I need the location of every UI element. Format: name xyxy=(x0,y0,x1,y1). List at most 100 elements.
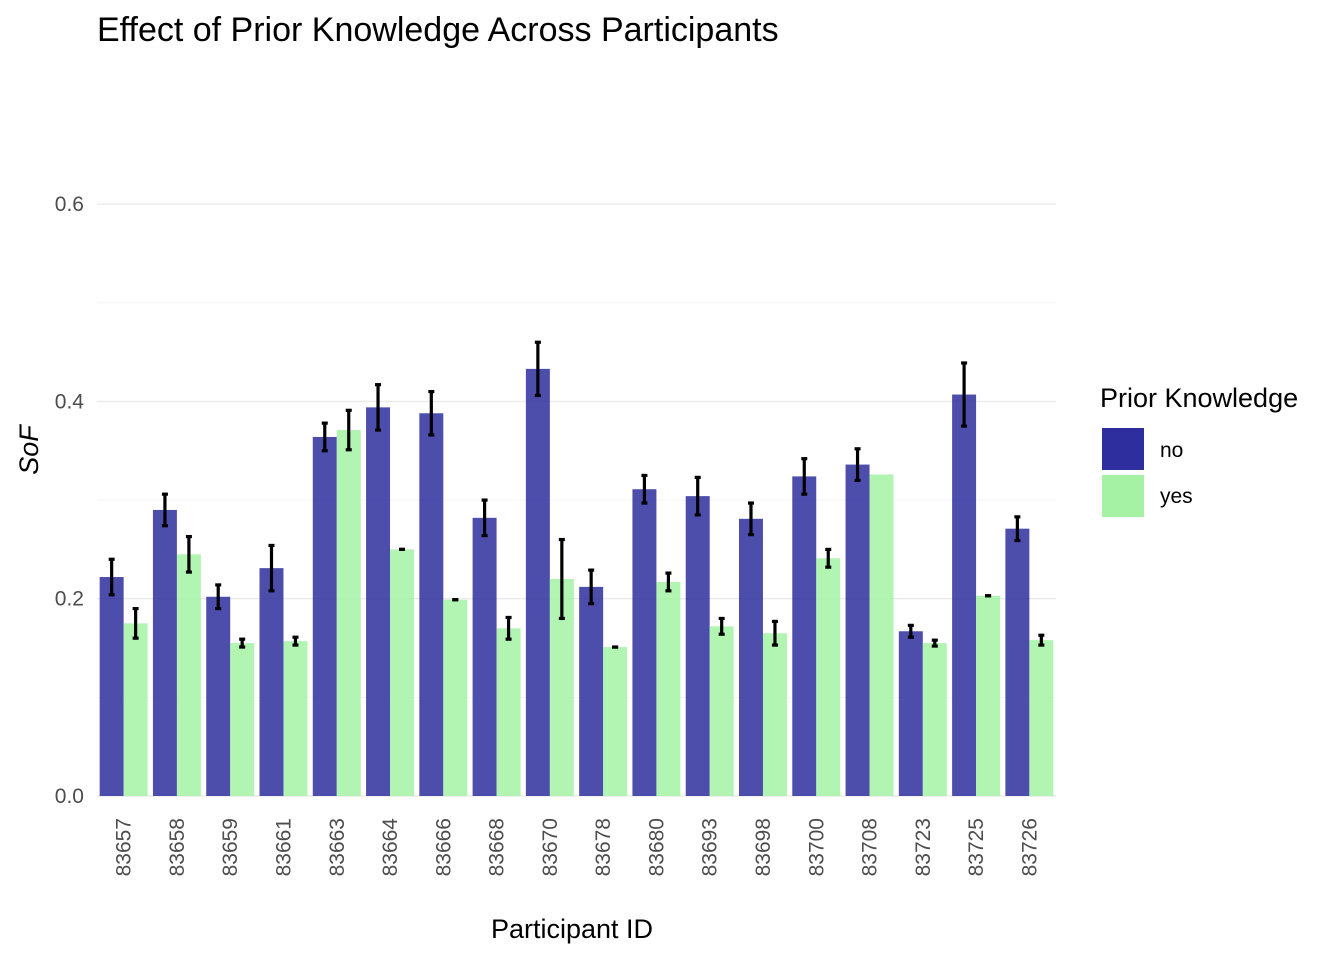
y-tick-label: 0.0 xyxy=(55,785,84,808)
error-bars xyxy=(108,340,1045,649)
x-tick-label: 83726 xyxy=(1018,818,1041,876)
errorbar-no-83726 xyxy=(1014,515,1021,543)
bar-no-83680 xyxy=(632,489,657,796)
bar-yes-83658 xyxy=(176,554,201,796)
x-tick-label: 83698 xyxy=(752,818,775,876)
bar-no-83708 xyxy=(845,464,870,796)
bar-no-83661 xyxy=(259,568,284,796)
errorbar-yes-83659 xyxy=(239,637,246,649)
x-tick-label: 83708 xyxy=(859,818,882,876)
errorbar-no-83678 xyxy=(588,568,595,606)
legend-title: Prior Knowledge xyxy=(1100,383,1298,413)
errorbar-no-83700 xyxy=(801,457,808,496)
errorbar-no-83693 xyxy=(694,475,701,517)
errorbar-no-83658 xyxy=(161,492,168,528)
bar-no-83664 xyxy=(366,407,391,796)
bar-yes-83661 xyxy=(283,641,308,796)
bar-yes-83657 xyxy=(123,623,148,796)
bar-no-83698 xyxy=(738,518,763,796)
x-tick-label: 83680 xyxy=(645,818,668,876)
errorbar-yes-83668 xyxy=(505,615,512,641)
errorbar-yes-83700 xyxy=(825,547,832,569)
bar-no-83659 xyxy=(206,596,231,796)
errorbar-no-83680 xyxy=(641,473,648,505)
bar-no-83670 xyxy=(525,368,550,796)
x-tick-label: 83700 xyxy=(805,818,828,876)
bar-no-83668 xyxy=(472,517,497,796)
y-axis-title: SoF xyxy=(14,424,44,475)
x-tick-label: 83725 xyxy=(965,818,988,876)
errorbar-yes-83698 xyxy=(771,619,778,647)
errorbar-no-83668 xyxy=(481,498,488,538)
bar-yes-83670 xyxy=(549,578,574,796)
errorbar-no-83725 xyxy=(961,361,968,428)
errorbar-yes-83670 xyxy=(558,537,565,621)
legend-label-yes: yes xyxy=(1160,485,1193,508)
errorbar-yes-83657 xyxy=(132,606,139,640)
y-tick-label: 0.6 xyxy=(55,193,84,216)
bar-no-83663 xyxy=(312,436,337,796)
bar-yes-83678 xyxy=(603,647,628,796)
bar-no-83658 xyxy=(152,509,177,796)
bar-yes-83693 xyxy=(709,626,734,796)
bar-yes-83726 xyxy=(1029,640,1054,796)
bar-yes-83666 xyxy=(443,599,468,796)
bar-no-83666 xyxy=(419,413,444,796)
errorbar-yes-83658 xyxy=(185,534,192,574)
x-tick-label: 83666 xyxy=(432,818,455,876)
errorbar-no-83698 xyxy=(747,501,754,537)
x-tick-label: 83678 xyxy=(592,818,615,876)
errorbar-no-83663 xyxy=(321,421,328,453)
x-tick-label: 83659 xyxy=(219,818,242,876)
legend-label-no: no xyxy=(1160,439,1183,462)
y-tick-label: 0.4 xyxy=(55,390,85,413)
legend-swatch-no xyxy=(1102,428,1144,470)
bar-yes-83725 xyxy=(976,595,1001,796)
errorbar-no-83670 xyxy=(534,340,541,398)
bar-no-83693 xyxy=(685,496,710,796)
bar-no-83678 xyxy=(579,586,604,796)
bar-yes-83700 xyxy=(816,558,841,796)
y-tick-label: 0.2 xyxy=(55,588,84,611)
errorbar-no-83657 xyxy=(108,557,115,597)
x-axis-title: Participant ID xyxy=(491,914,653,944)
errorbar-no-83661 xyxy=(268,543,275,593)
errorbar-no-83664 xyxy=(375,383,382,432)
chart-title: Effect of Prior Knowledge Across Partici… xyxy=(97,11,779,49)
bar-yes-83698 xyxy=(762,633,787,796)
errorbar-no-83659 xyxy=(215,583,222,611)
errorbar-yes-83680 xyxy=(665,571,672,593)
x-tick-label: 83668 xyxy=(486,818,509,876)
x-tick-label: 83661 xyxy=(272,818,295,876)
errorbar-yes-83693 xyxy=(718,616,725,636)
bar-no-83725 xyxy=(952,394,977,796)
bar-no-83723 xyxy=(898,631,923,796)
y-axis-ticks: 0.0 0.2 0.4 0.6 xyxy=(55,193,85,808)
x-tick-label: 83664 xyxy=(379,818,402,877)
errorbar-no-83723 xyxy=(907,623,914,639)
errorbar-no-83708 xyxy=(854,447,861,482)
errorbar-yes-83663 xyxy=(345,408,352,452)
bar-yes-83664 xyxy=(390,549,415,796)
x-tick-label: 83657 xyxy=(113,818,136,876)
bar-no-83700 xyxy=(792,476,817,796)
grid-lines xyxy=(97,203,1056,797)
x-tick-label: 83658 xyxy=(166,818,189,876)
bar-no-83726 xyxy=(1005,528,1030,796)
bar-no-83657 xyxy=(99,577,124,796)
bar-yes-83668 xyxy=(496,628,521,796)
x-tick-label: 83663 xyxy=(326,818,349,876)
x-tick-label: 83723 xyxy=(912,818,935,876)
legend-swatch-yes xyxy=(1102,475,1144,517)
bar-yes-83659 xyxy=(230,643,255,796)
bars xyxy=(99,368,1054,796)
bar-yes-83680 xyxy=(656,581,681,796)
x-tick-label: 83670 xyxy=(539,818,562,876)
errorbar-yes-83726 xyxy=(1038,633,1045,647)
errorbar-yes-83723 xyxy=(931,638,938,648)
bar-yes-83723 xyxy=(922,643,947,796)
bar-yes-83708 xyxy=(869,474,894,796)
bar-yes-83663 xyxy=(336,430,361,796)
errorbar-no-83666 xyxy=(428,389,435,437)
